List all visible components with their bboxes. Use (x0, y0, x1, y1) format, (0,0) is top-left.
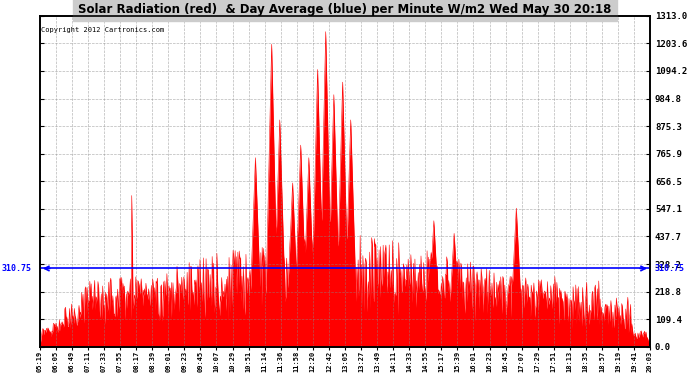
Text: 310.75: 310.75 (655, 264, 685, 273)
Text: Copyright 2012 Cartronics.com: Copyright 2012 Cartronics.com (41, 27, 164, 33)
Text: 310.75: 310.75 (2, 264, 32, 273)
Title: Solar Radiation (red)  & Day Average (blue) per Minute W/m2 Wed May 30 20:18: Solar Radiation (red) & Day Average (blu… (78, 3, 611, 16)
